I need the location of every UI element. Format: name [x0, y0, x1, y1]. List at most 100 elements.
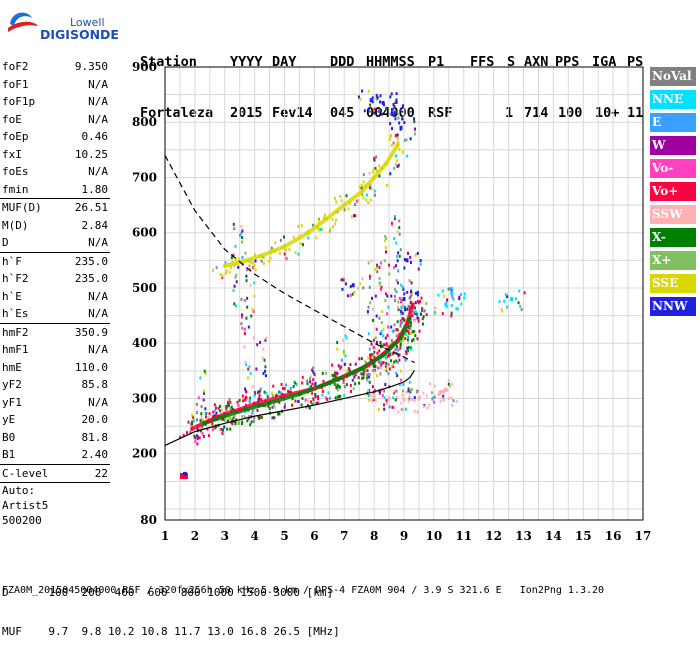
- echo-speckle: [232, 222, 235, 226]
- legend-entry-noval: NoVal: [650, 67, 696, 86]
- echo-speckle: [219, 409, 222, 413]
- echo-speckle: [247, 325, 250, 329]
- echo-speckle: [248, 365, 251, 369]
- echo-speckle: [264, 369, 267, 373]
- legend-entry-w: W: [650, 136, 696, 155]
- echo-speckle: [233, 302, 236, 306]
- echo-speckle: [442, 398, 445, 402]
- echo-speckle: [212, 410, 215, 414]
- data-point: [399, 125, 403, 130]
- echo-speckle: [400, 401, 403, 405]
- echo-speckle: [367, 305, 370, 309]
- echo-speckle: [352, 387, 355, 391]
- echo-speckle: [242, 399, 245, 403]
- echo-speckle: [328, 396, 331, 400]
- echo-speckle: [379, 341, 382, 345]
- echo-speckle: [348, 369, 351, 373]
- echo-speckle: [279, 238, 282, 242]
- param-row: yE 20.0: [0, 411, 112, 429]
- param-row: h`F 235.0: [0, 253, 112, 271]
- data-point: [283, 244, 286, 249]
- echo-speckle: [378, 349, 381, 353]
- echo-speckle: [265, 374, 268, 378]
- echo-speckle: [224, 261, 227, 265]
- echo-speckle: [451, 286, 454, 290]
- echo-speckle: [367, 332, 370, 336]
- echo-speckle: [391, 405, 394, 409]
- echo-speckle: [366, 376, 369, 380]
- echo-speckle: [386, 333, 389, 337]
- echo-speckle: [407, 335, 410, 339]
- echo-speckle: [382, 403, 385, 407]
- echo-speckle: [228, 398, 231, 402]
- echo-speckle: [413, 117, 416, 121]
- echo-speckle: [450, 311, 453, 315]
- echo-speckle: [245, 316, 248, 320]
- echo-speckle: [433, 310, 436, 314]
- echo-speckle: [349, 363, 352, 367]
- echo-speckle: [272, 403, 275, 407]
- echo-speckle: [189, 431, 192, 435]
- echo-speckle: [421, 317, 424, 321]
- echo-speckle: [391, 352, 394, 356]
- x-tick-label: 7: [340, 529, 348, 543]
- echo-speckle: [394, 287, 397, 291]
- echo-speckle: [353, 382, 356, 386]
- param-name: foF2: [2, 60, 29, 73]
- echo-speckle: [246, 268, 249, 272]
- echo-speckle: [370, 187, 373, 191]
- echo-speckle: [376, 351, 379, 355]
- echo-speckle: [414, 311, 417, 315]
- echo-speckle: [251, 411, 254, 415]
- echo-speckle: [396, 328, 399, 332]
- echo-speckle: [386, 294, 389, 298]
- echo-speckle: [357, 286, 360, 290]
- header-label: P1: [428, 54, 445, 70]
- echo-speckle: [377, 108, 380, 112]
- echo-speckle: [391, 341, 394, 345]
- echo-speckle: [380, 285, 383, 289]
- echo-speckle: [327, 391, 330, 395]
- echo-speckle: [300, 224, 303, 228]
- echo-speckle: [248, 398, 251, 402]
- echo-speckle: [421, 308, 424, 312]
- echo-speckle: [368, 171, 371, 175]
- echo-speckle: [403, 138, 406, 142]
- echo-speckle: [447, 382, 450, 386]
- echo-speckle: [322, 379, 325, 383]
- echo-speckle: [335, 386, 338, 390]
- echo-speckle: [402, 287, 405, 291]
- echo-speckle: [312, 397, 315, 401]
- echo-speckle: [392, 396, 395, 400]
- header-value: 100: [558, 105, 583, 121]
- echo-speckle: [345, 383, 348, 387]
- echo-speckle: [401, 317, 404, 321]
- echo-speckle: [395, 101, 398, 105]
- echo-speckle: [416, 316, 419, 320]
- data-point: [202, 421, 206, 426]
- echo-speckle: [385, 250, 388, 254]
- echo-speckle: [369, 103, 372, 107]
- echo-speckle: [245, 396, 248, 400]
- param-row: B0 81.8: [0, 429, 112, 447]
- echo-speckle: [416, 291, 419, 295]
- header-value: 045: [330, 105, 355, 121]
- echo-speckle: [407, 251, 410, 255]
- echo-speckle: [400, 305, 403, 309]
- echo-speckle: [393, 323, 396, 327]
- data-point: [384, 161, 388, 166]
- y-tick-label: 700: [132, 170, 157, 184]
- echo-speckle: [337, 364, 340, 368]
- x-tick-label: 17: [635, 529, 652, 543]
- echo-speckle: [404, 308, 407, 312]
- x-tick-label: 10: [426, 529, 443, 543]
- echo-speckle: [375, 93, 378, 97]
- echo-speckle: [336, 341, 339, 345]
- echo-speckle: [372, 307, 375, 311]
- echo-speckle: [413, 120, 416, 124]
- param-row: h`F2 235.0: [0, 270, 112, 288]
- echo-speckle: [317, 395, 320, 399]
- echo-speckle: [191, 420, 194, 424]
- echo-speckle: [311, 391, 314, 395]
- echo-speckle: [439, 399, 442, 403]
